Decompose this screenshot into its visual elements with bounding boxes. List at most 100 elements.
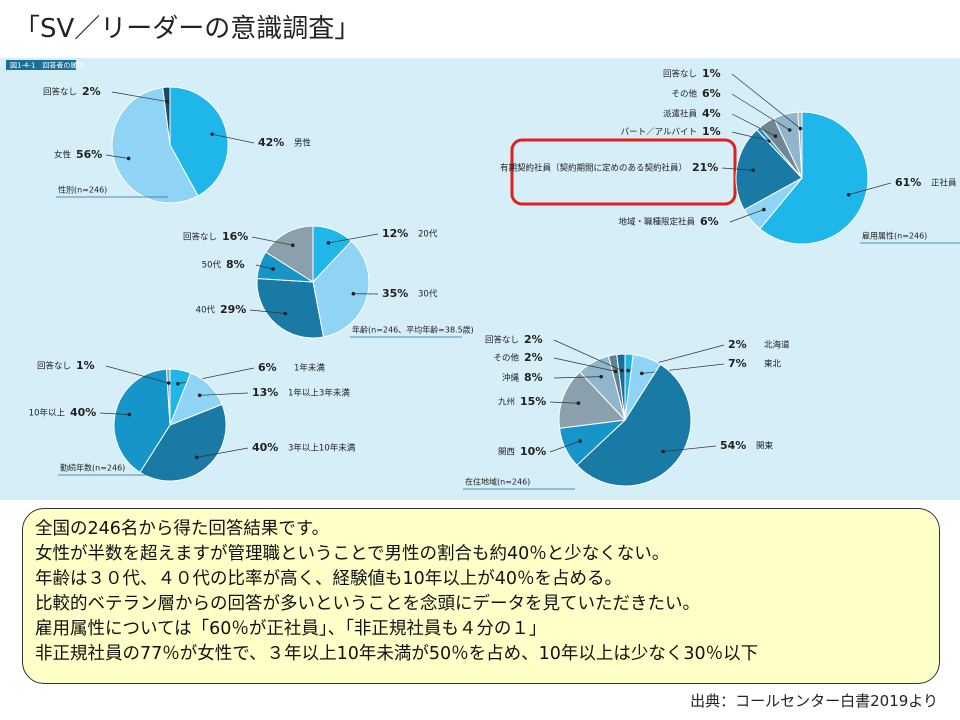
value-label: 8% [226, 258, 245, 271]
leader-dot [798, 126, 803, 131]
legend-label: 回答なし [37, 361, 71, 372]
leader-line [848, 182, 892, 196]
leader-dot [576, 401, 581, 406]
summary-line: 女性が半数を超えますが管理職ということで男性の割合も約40％と少なくない。 [35, 544, 670, 564]
leader-dot [599, 374, 603, 379]
legend-label: 回答なし [183, 232, 217, 243]
leader-line [105, 154, 129, 159]
leader-line [199, 392, 249, 396]
legend-label: 回答なし [43, 87, 77, 98]
legend-label: 関西 [498, 448, 515, 458]
value-label: 1% [702, 125, 721, 138]
value-label: 7% [728, 357, 747, 370]
leader-dot [846, 192, 851, 197]
leader-line [255, 264, 274, 270]
legend-label: 有期契約社員（契約期間に定めのある契約社員） [500, 163, 687, 174]
summary-line: 非正規社員の77％が女性で、３年以上10年未満が50％を占め、10年以上は少なく… [35, 644, 759, 664]
leader-line [549, 440, 581, 453]
value-label: 40% [252, 441, 278, 454]
pie-slice [265, 225, 314, 283]
leader-line [212, 133, 255, 144]
value-label: 2% [524, 333, 543, 346]
figure-label-bg [6, 60, 76, 70]
leader-dot [751, 168, 755, 173]
value-label: 35% [382, 287, 408, 300]
leader-dot [787, 128, 792, 132]
source: 出典：コールセンター白書2019より [690, 692, 938, 710]
legend-label: 男性 [294, 138, 312, 149]
leader-dot [166, 381, 171, 385]
legend-label: 派遣社員 [663, 109, 698, 120]
leader-dot [290, 243, 295, 247]
value-label: 54% [720, 439, 746, 452]
pie-slice [139, 403, 227, 482]
legend-label: その他 [493, 353, 519, 364]
leader-dot [126, 156, 131, 161]
value-label: 12% [382, 227, 408, 240]
pie-slice [759, 111, 869, 245]
legend-label: 東北 [764, 359, 782, 370]
leader-dot [283, 311, 288, 316]
figure-label: 図1-4-1 回答者の属性 [10, 61, 84, 70]
legend-label: 3年以上10年未満 [288, 443, 356, 454]
leader-line [553, 357, 616, 372]
value-label: 8% [524, 371, 543, 384]
pie-slice [735, 129, 803, 211]
leader-dot [578, 439, 583, 443]
legend-label: 北海道 [764, 340, 790, 351]
legend-label: 回答なし [663, 69, 697, 80]
legend-label: 50代 [202, 260, 222, 271]
leader-line [553, 376, 602, 379]
value-label: 42% [258, 136, 284, 149]
summary-line: 比較的ベテラン層からの回答が多いということを念頭にデータを見ていただきたい。 [35, 594, 700, 614]
legend-label: 女性 [54, 150, 72, 161]
value-label: 61% [895, 176, 921, 189]
chart-caption: 勤続年数(n=246) [60, 463, 125, 473]
value-label: 10% [520, 445, 546, 458]
leader-line [328, 233, 379, 244]
leader-dot [326, 241, 331, 245]
legend-label: 10年以上 [29, 408, 66, 419]
leader-dot [165, 99, 170, 104]
legend-label: 30代 [418, 289, 438, 300]
leader-line [251, 236, 293, 246]
leader-dot [773, 134, 778, 139]
leader-dot [176, 381, 180, 386]
legend-label: パート／アルバイト [621, 128, 697, 138]
leader-dot [351, 291, 356, 296]
value-label: 6% [702, 87, 721, 100]
leader-line [729, 209, 764, 223]
value-label: 56% [76, 148, 102, 161]
chart-caption: 雇用属性(n=246) [862, 231, 927, 241]
value-label: 16% [222, 230, 248, 243]
chart-caption: 年齢(n=246、平均年齢=38.5歳) [352, 325, 474, 335]
pie-slice [113, 368, 171, 473]
leader-dot [762, 207, 766, 212]
leader-dot [210, 132, 214, 136]
pie-slice [111, 86, 199, 204]
leader-line [553, 339, 623, 371]
leader-line [99, 412, 130, 415]
chart-caption: 在住地域(n=246) [465, 477, 530, 487]
value-label: 6% [700, 215, 719, 228]
highlight-box [510, 138, 737, 206]
leader-line [731, 93, 790, 131]
chart-caption: 性別(n=246) [58, 185, 107, 195]
leader-line [731, 73, 801, 129]
leader-dot [271, 267, 275, 271]
legend-label: 九州 [498, 398, 515, 408]
pie-slice [256, 277, 325, 339]
pie-slice [576, 363, 692, 487]
summary-line: 全国の246名から得た回答結果です。 [35, 519, 330, 539]
legend-label: 沖縄 [502, 373, 520, 384]
value-label: 15% [520, 395, 546, 408]
leader-dot [613, 369, 618, 374]
value-label: 2% [728, 338, 747, 351]
value-label: 6% [258, 361, 277, 374]
value-label: 4% [702, 107, 721, 120]
value-label: 2% [82, 85, 101, 98]
legend-label: 1年未満 [294, 363, 325, 374]
leader-dot [620, 368, 624, 373]
legend-label: 回答なし [485, 335, 519, 346]
